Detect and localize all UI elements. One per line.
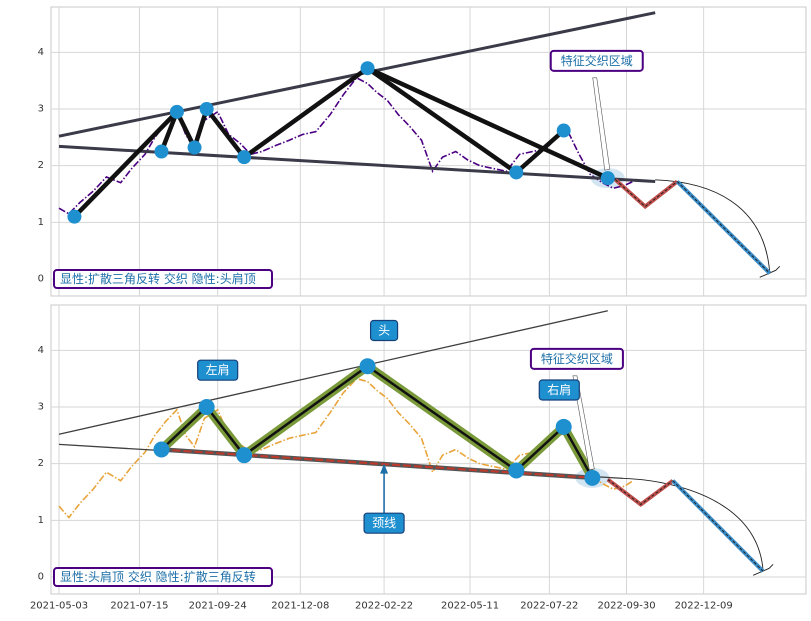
pattern-point: [584, 469, 601, 486]
pattern-point: [600, 171, 615, 186]
y-tick-label: 2: [38, 458, 44, 469]
annotation-label: 特征交织区域: [561, 53, 633, 68]
pattern-point: [198, 399, 215, 415]
x-tick-label: 2021-05-03: [30, 601, 88, 612]
pattern-point: [154, 144, 169, 159]
x-tick-label: 2022-07-22: [520, 601, 578, 612]
pattern-point: [556, 123, 571, 138]
x-tick-label: 2021-12-08: [271, 601, 329, 612]
annotation-label: 头: [378, 324, 390, 338]
y-tick-label: 0: [38, 572, 44, 583]
projection-blue-dash: [672, 480, 764, 572]
annotation-label: 特征交织区域: [541, 351, 613, 366]
y-tick-label: 1: [38, 217, 44, 228]
pattern-line: [515, 425, 565, 472]
x-tick-label: 2022-09-30: [597, 601, 655, 612]
x-tick-label: 2022-02-22: [355, 601, 413, 612]
annotation-box: [549, 49, 644, 72]
legend-text: 显性:扩散三角反转 交织 隐性:头肩顶: [60, 271, 256, 286]
pattern-point: [509, 165, 524, 180]
annotation-arrow: [592, 77, 611, 171]
y-tick-label: 2: [38, 160, 44, 171]
annotation-box: [369, 319, 399, 342]
legend-box: [53, 567, 273, 587]
pattern-point: [237, 150, 252, 165]
pattern-point: [236, 447, 253, 464]
projection-arc: [623, 477, 764, 572]
annotation-box: [363, 512, 405, 534]
plot-area: [50, 6, 807, 297]
pattern-line: [204, 107, 246, 159]
pattern-line: [242, 66, 369, 160]
projection-arc-tick: [752, 564, 774, 576]
y-tick-label: 3: [38, 104, 44, 115]
price-series-line: [58, 377, 634, 519]
legend-text: 显性:头肩顶 交织 隐性:扩散三角反转: [60, 569, 256, 584]
pattern-line: [366, 66, 609, 181]
pattern-line: [160, 406, 208, 451]
projection-blue-dash: [676, 181, 771, 274]
pattern-point: [508, 462, 525, 479]
pattern-line: [72, 110, 179, 219]
pattern-point: [187, 140, 202, 155]
pattern-point: [169, 104, 184, 119]
pattern-line: [514, 128, 566, 175]
projection-arc-tick: [759, 266, 781, 278]
x-tick-label: 2021-09-24: [189, 601, 247, 612]
pattern-line: [366, 365, 518, 472]
y-tick-label: 4: [38, 345, 44, 356]
annotation-box: [197, 359, 239, 381]
y-tick-label: 1: [38, 515, 44, 526]
pattern-line: [205, 406, 246, 456]
x-tick-label: 2022-12-09: [675, 601, 733, 612]
x-tick-label: 2021-07-15: [110, 601, 168, 612]
legend-box: [53, 269, 273, 289]
pattern-point: [153, 441, 170, 458]
y-tick-label: 3: [38, 402, 44, 413]
projection-red-dash: [607, 479, 674, 506]
y-tick-label: 4: [38, 47, 44, 58]
trend-line: [58, 310, 608, 435]
annotation-label: 左肩: [206, 362, 230, 377]
annotation-box: [538, 379, 580, 401]
pattern-point: [359, 358, 376, 375]
pattern-line: [243, 365, 369, 457]
pattern-point: [360, 61, 375, 76]
pattern-line: [366, 66, 518, 175]
pattern-point: [199, 102, 214, 116]
projection-red-dash: [615, 179, 678, 208]
annotation-arrowhead: [380, 463, 389, 474]
chart-panel-2: 0 1 2 3 4 2021-05-03 2021-07-15 2021-09-24 2021-…: [30, 304, 807, 612]
y-tick-label: 0: [38, 274, 44, 285]
annotation-label: 右肩: [547, 382, 571, 397]
pattern-point: [555, 418, 572, 435]
pattern-line: [562, 426, 594, 479]
x-tick-label: 2022-05-11: [441, 601, 499, 612]
pattern-line: [159, 110, 179, 153]
pattern-point: [67, 209, 82, 224]
annotation-label: 颈线: [372, 516, 396, 530]
annotation-box: [529, 347, 624, 370]
